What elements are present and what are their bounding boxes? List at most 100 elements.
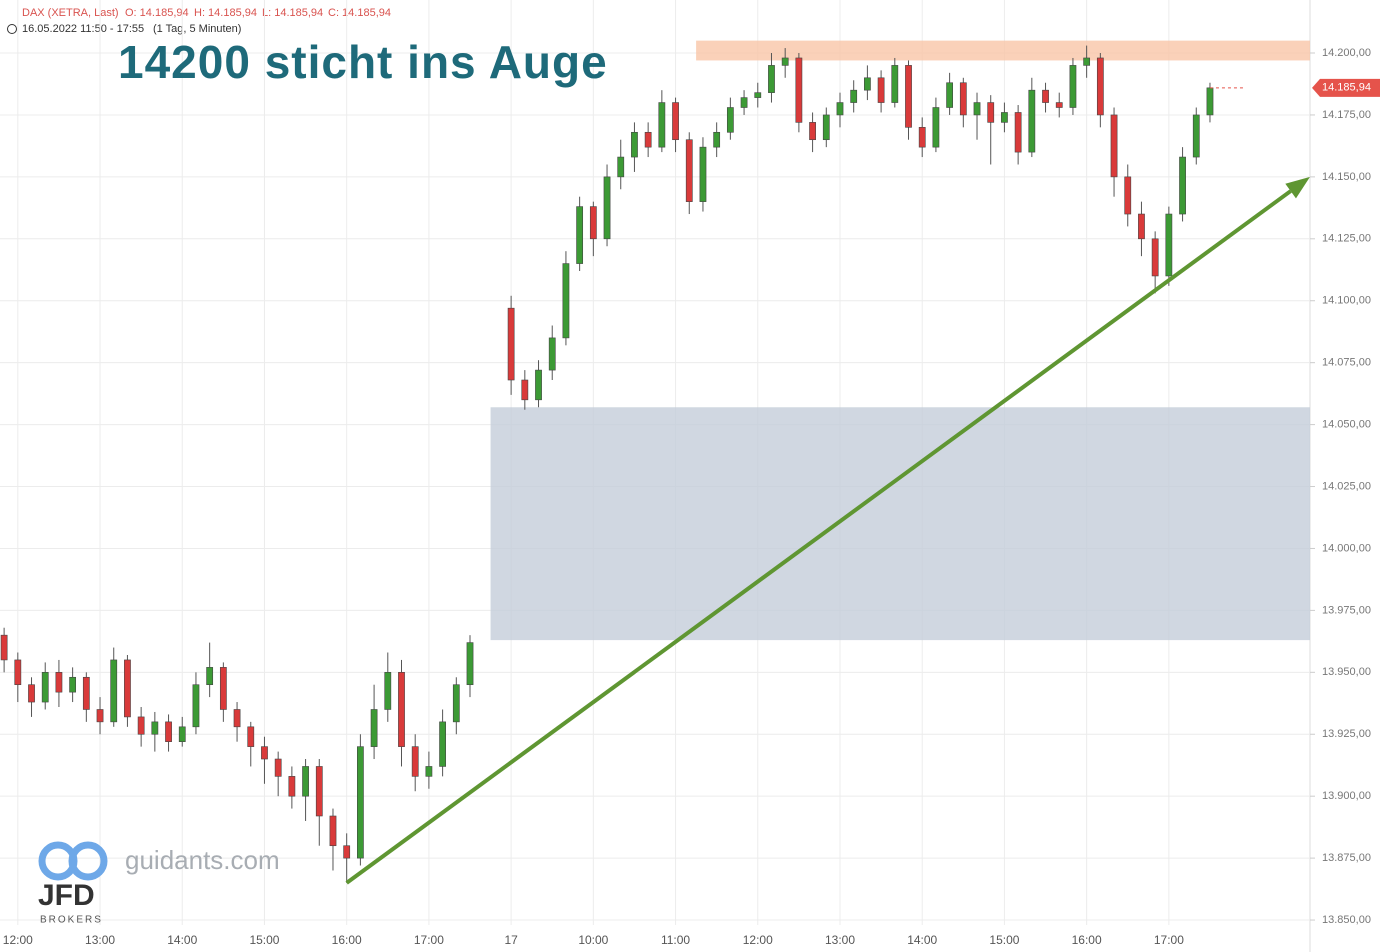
candle-body (535, 369, 542, 401)
candle-body (644, 131, 652, 148)
y-tick-label: 14.150,00 (1322, 171, 1371, 183)
candle-body (822, 114, 830, 141)
last-price-tag (1312, 78, 1380, 97)
candle-body (233, 709, 241, 728)
candle-body (781, 57, 789, 66)
logo-ring (68, 841, 108, 881)
candle-body (589, 206, 597, 240)
y-tick-label: 14.000,00 (1322, 542, 1371, 554)
candle-body (41, 672, 49, 703)
candle-body (0, 634, 8, 661)
y-tick-label: 14.075,00 (1322, 357, 1371, 369)
candle-body (562, 263, 570, 339)
candle-body (96, 709, 104, 723)
y-tick-label: 14.050,00 (1322, 419, 1371, 431)
candle-body (1165, 213, 1173, 277)
candle-body (548, 337, 556, 371)
x-tick-label: 17:00 (414, 933, 444, 947)
candle-body (521, 379, 529, 401)
candle-body (1096, 57, 1104, 116)
candle-body (439, 721, 446, 767)
logo-sub: BROKERS (40, 915, 103, 926)
zone (696, 40, 1310, 61)
candle-body (192, 684, 200, 728)
candle-body (918, 127, 926, 148)
interval: (1 Tag, 5 Minuten) (153, 23, 241, 35)
y-tick-label: 13.950,00 (1322, 666, 1371, 678)
candle-body (137, 716, 145, 735)
candle-body (987, 102, 995, 123)
x-tick-label: 17 (504, 933, 518, 947)
clock-icon (7, 24, 17, 34)
candle-body (672, 102, 679, 141)
candle-body (466, 642, 474, 686)
candle-body (1028, 89, 1036, 153)
high-price: H: 14.185,94 (194, 7, 257, 19)
candle-body (1042, 89, 1049, 103)
candle-body (603, 176, 611, 240)
candle-body (165, 721, 172, 742)
candle-body (247, 726, 255, 747)
x-tick-label: 11:00 (661, 933, 690, 947)
candle-body (1138, 213, 1145, 240)
low-price: L: 14.185,94 (262, 7, 323, 19)
candle-body (452, 684, 460, 723)
candle-body (768, 65, 775, 93)
x-tick-label: 14:00 (907, 933, 937, 947)
candle-body (343, 845, 351, 859)
candle-body (877, 77, 885, 103)
candle-body (850, 89, 858, 103)
candle-body (82, 676, 90, 710)
y-tick-label: 13.900,00 (1322, 790, 1371, 802)
candle-body (261, 746, 268, 760)
instrument: DAX (XETRA, Last) (22, 7, 119, 19)
y-tick-label: 14.175,00 (1322, 109, 1371, 121)
candle-body (905, 65, 912, 128)
candle-body (740, 97, 748, 108)
y-tick-label: 13.850,00 (1322, 914, 1371, 926)
candle-body (658, 102, 666, 148)
candle-body (891, 65, 899, 103)
logo-site: guidants.com (125, 845, 280, 875)
candle-body (110, 659, 118, 723)
candle-body (946, 82, 953, 108)
x-tick-label: 12:00 (743, 933, 773, 947)
logo-brand: JFD (38, 879, 95, 912)
x-tick-label: 16:00 (332, 933, 362, 947)
x-tick-label: 16:00 (1072, 933, 1102, 947)
close-price: C: 14.185,94 (328, 7, 391, 19)
x-tick-label: 15:00 (989, 933, 1019, 947)
candle-body (14, 659, 22, 686)
logo: guidants.com JFD BROKERS (38, 841, 280, 926)
y-tick-label: 14.100,00 (1322, 295, 1371, 307)
candle-body (206, 667, 214, 686)
candle-body (1192, 114, 1200, 158)
candle-body (726, 107, 734, 133)
y-tick-label: 14.200,00 (1322, 47, 1371, 59)
candle-body (507, 307, 515, 381)
candle-body (288, 776, 296, 797)
candle-body (754, 92, 762, 98)
candle-body (973, 102, 981, 116)
y-tick-label: 13.925,00 (1322, 728, 1371, 740)
candle-body (69, 676, 77, 693)
zone (490, 407, 1311, 641)
candle-body (28, 684, 35, 703)
candle-body (1110, 114, 1118, 178)
candle-body (1206, 87, 1214, 116)
y-tick-label: 14.125,00 (1322, 233, 1371, 245)
candle-body (795, 57, 803, 123)
x-tick-label: 15:00 (249, 933, 279, 947)
candle-body (1001, 112, 1008, 123)
x-tick-label: 13:00 (825, 933, 855, 947)
candle-body (370, 709, 378, 747)
open-price: O: 14.185,94 (125, 7, 189, 19)
candle-body (274, 758, 282, 777)
range: 16.05.2022 11:50 - 17:55 (22, 23, 144, 35)
candle-body (124, 659, 131, 718)
candle-body (576, 206, 584, 264)
candle-body (699, 146, 707, 202)
candle-body (617, 156, 625, 178)
x-tick-label: 10:00 (578, 933, 608, 947)
candle-body (151, 721, 159, 735)
